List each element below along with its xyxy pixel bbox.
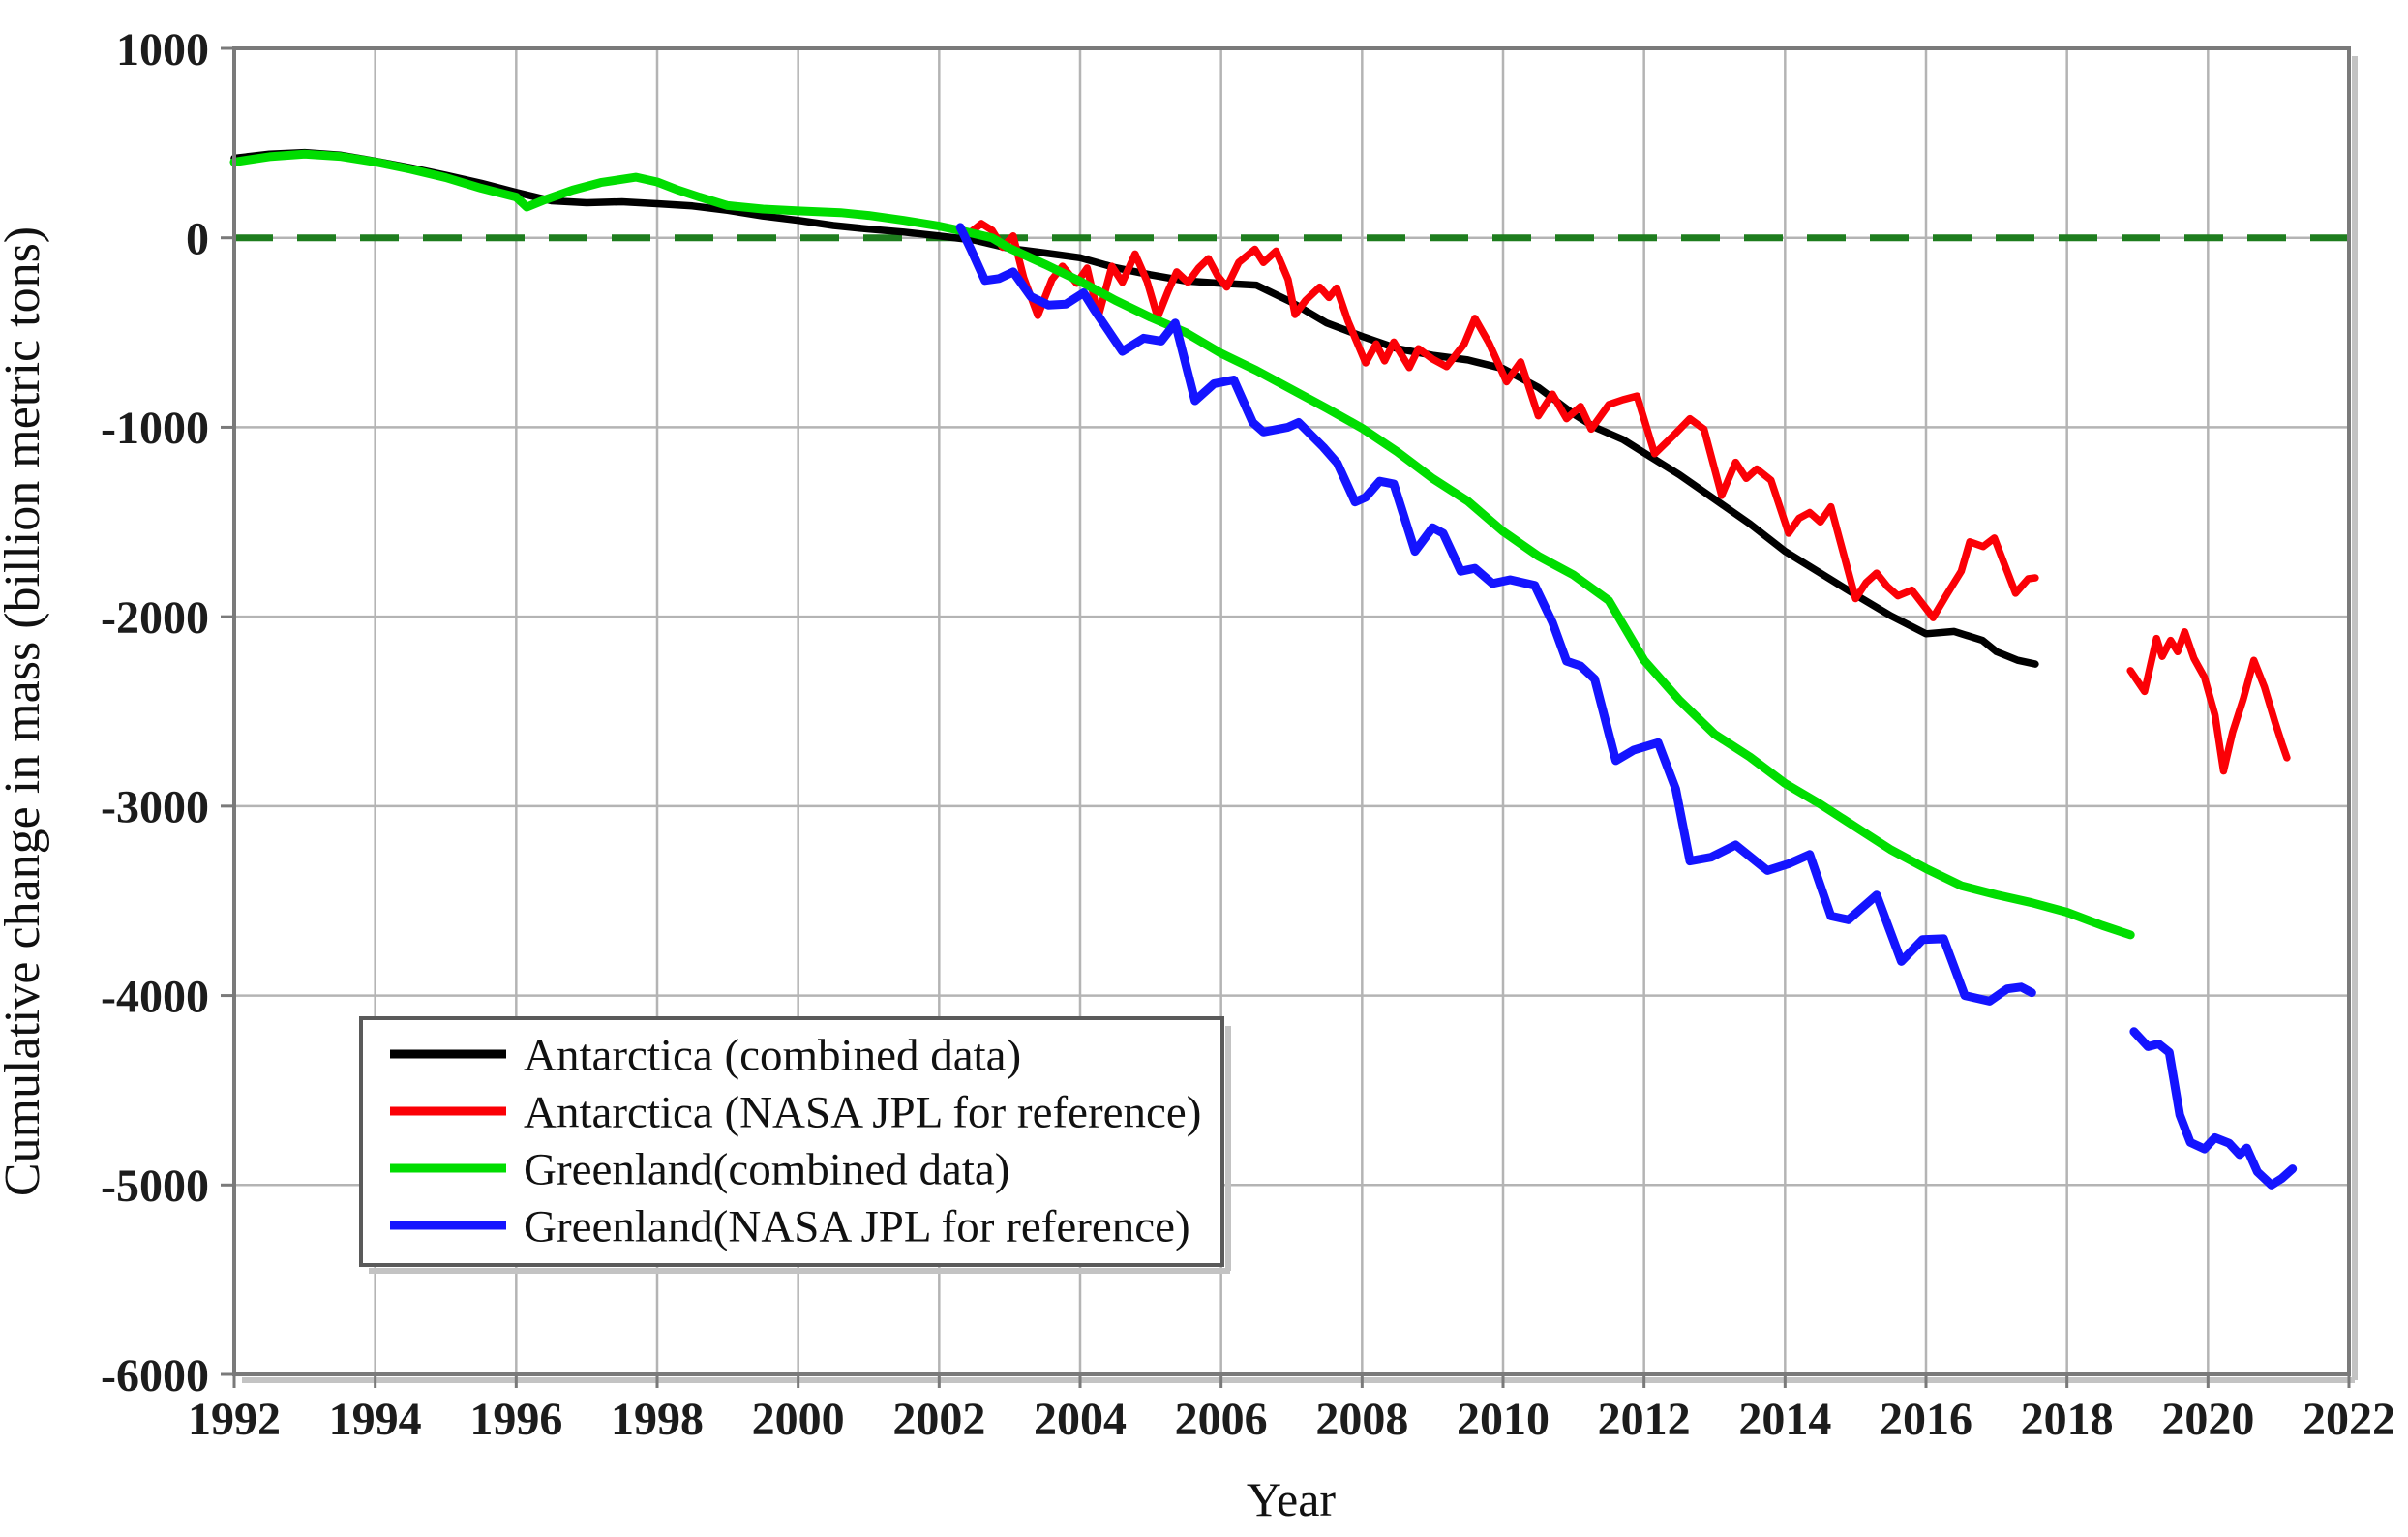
y-tick-label: -2000	[101, 592, 209, 644]
legend: Antarctica (combined data) Antarctica (N…	[359, 1016, 1231, 1274]
x-axis-title: Year	[1247, 1472, 1336, 1526]
x-tick-label: 1998	[611, 1394, 704, 1445]
x-tick-label: 2020	[2161, 1394, 2254, 1445]
y-tick-label: 0	[186, 214, 209, 265]
y-tick-label: -6000	[101, 1350, 209, 1401]
series-line-3	[955, 223, 2036, 1006]
x-tick-label: 2014	[1738, 1394, 1831, 1445]
series-line-2	[229, 149, 2135, 940]
legend-box	[359, 1016, 1224, 1267]
x-tick-label: 2022	[2303, 1394, 2395, 1445]
legend-label-greenland-jpl: Greenland(NASA JPL for reference)	[524, 1201, 1190, 1251]
x-tick-label: 2010	[1457, 1394, 1550, 1445]
axis-frame	[232, 46, 2351, 1376]
legend-item-greenland-combined: Greenland(combined data)	[390, 1144, 1009, 1194]
x-tick-label: 2018	[2021, 1394, 2114, 1445]
x-tick-label: 1996	[469, 1394, 562, 1445]
y-axis-title: Cumulative change in mass (billion metri…	[0, 226, 50, 1196]
x-tick-label: 2016	[1880, 1394, 1972, 1445]
series-line-0	[230, 148, 2039, 668]
x-tick-label: 2004	[1034, 1394, 1127, 1445]
legend-item-greenland-jpl: Greenland(NASA JPL for reference)	[390, 1201, 1190, 1251]
grid-layer	[234, 48, 2349, 1374]
y-tick-label: -1000	[101, 403, 209, 454]
x-tick-label: 2000	[752, 1394, 845, 1445]
x-tick-label: 2002	[892, 1394, 985, 1445]
y-tick-label: 1000	[116, 24, 209, 75]
series-line-1	[967, 220, 2039, 621]
series-line-1	[2126, 628, 2291, 775]
x-tick-label: 2012	[1598, 1394, 1691, 1445]
legend-item-antarctica-combined: Antarctica (combined data)	[390, 1030, 1021, 1080]
legend-label-greenland-combined: Greenland(combined data)	[524, 1144, 1009, 1194]
legend-label-antarctica-combined: Antarctica (combined data)	[524, 1030, 1021, 1080]
y-tick-label: -4000	[101, 971, 209, 1022]
tick-layer	[221, 46, 2351, 1388]
x-tick-label: 1994	[329, 1394, 422, 1445]
y-tick-label: -3000	[101, 782, 209, 833]
legend-label-antarctica-jpl: Antarctica (NASA JPL for reference)	[524, 1087, 1201, 1137]
series-layer	[229, 148, 2298, 1190]
y-tick-label: -5000	[101, 1160, 209, 1212]
x-tick-label: 2008	[1315, 1394, 1408, 1445]
tick-label-layer: 1992 1994 1996 1998 2000 2002 2004 2006 2008 2010…	[101, 24, 2395, 1445]
series-line-3	[2129, 1027, 2298, 1190]
x-tick-label: 2006	[1175, 1394, 1268, 1445]
x-tick-label: 1992	[188, 1394, 281, 1445]
legend-item-antarctica-jpl: Antarctica (NASA JPL for reference)	[390, 1087, 1201, 1137]
